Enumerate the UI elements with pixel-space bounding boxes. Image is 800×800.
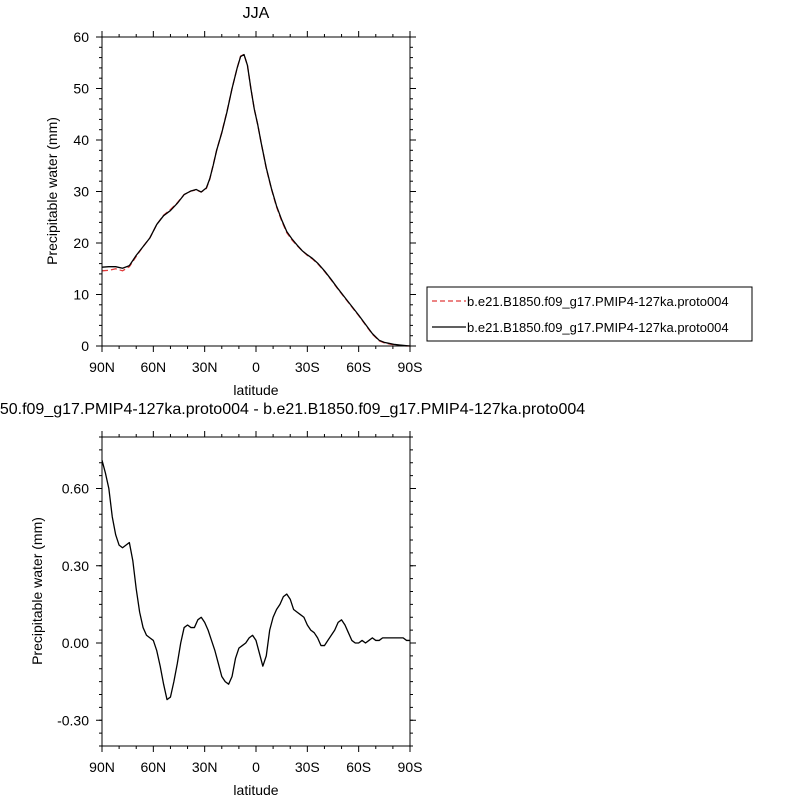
- top-series-line-1: [101, 53, 410, 347]
- top-x-tick-label: 90S: [398, 359, 423, 375]
- bottom-y-tick-label: 0.00: [62, 635, 89, 651]
- bottom-x-tick-label: 30N: [192, 759, 218, 775]
- top-y-tick-label: 30: [73, 184, 89, 200]
- top-y-tick-label: 40: [73, 132, 89, 148]
- bottom-chart-xlabel: latitude: [233, 782, 278, 798]
- bottom-x-tick-label: 30S: [295, 759, 320, 775]
- bottom-series-line-1: [101, 460, 410, 701]
- legend-box: [426, 286, 753, 342]
- top-x-tick-label: 60S: [346, 359, 371, 375]
- top-chart-series-layer: [101, 53, 411, 347]
- legend-label-1: b.e21.B1850.f09_g17.PMIP4-127ka.proto004: [467, 294, 729, 309]
- top-y-tick-label: 20: [73, 235, 89, 251]
- bottom-chart-ticks: 90N 60N 30N 0 30S 60S 90S -0.30 0.00 0.30 0.60: [57, 431, 422, 775]
- top-chart-frame: [101, 36, 411, 347]
- top-x-tick-label: 90N: [89, 359, 115, 375]
- top-chart-title: JJA: [243, 5, 270, 22]
- top-y-tick-label: 50: [73, 81, 89, 97]
- bottom-chart: b.e21.B1850.f09_g17.PMIP4-127ka.proto004…: [0, 401, 585, 798]
- top-chart-xlabel: latitude: [233, 382, 278, 398]
- bottom-chart-title: b.e21.B1850.f09_g17.PMIP4-127ka.proto004…: [0, 401, 585, 418]
- bottom-y-tick-label: 0.30: [62, 558, 89, 574]
- top-series-line-2: [101, 53, 411, 347]
- bottom-x-tick-label: 60S: [346, 759, 371, 775]
- top-x-tick-label: 0: [252, 359, 260, 375]
- top-y-tick-label: 0: [81, 338, 89, 354]
- top-chart-ylabel: Precipitable water (mm): [44, 117, 60, 265]
- bottom-y-tick-label: 0.60: [62, 481, 89, 497]
- bottom-y-tick-label: -0.30: [57, 712, 89, 728]
- bottom-chart-series-layer: [101, 460, 410, 701]
- legend-label-2: b.e21.B1850.f09_g17.PMIP4-127ka.proto004: [467, 320, 729, 335]
- top-chart-legend: b.e21.B1850.f09_g17.PMIP4-127ka.proto004…: [426, 286, 753, 342]
- top-chart: JJA 90N 60N 30N 0 30S 60S 90S 0 10 20 30 40 50 60 lat…: [44, 5, 753, 398]
- top-x-tick-label: 30N: [192, 359, 218, 375]
- bottom-x-tick-label: 0: [252, 759, 260, 775]
- top-y-tick-label: 10: [73, 287, 89, 303]
- bottom-x-tick-label: 90S: [398, 759, 423, 775]
- top-x-tick-label: 60N: [140, 359, 166, 375]
- top-chart-ticks: 90N 60N 30N 0 30S 60S 90S 0 10 20 30 40 50 60: [73, 29, 422, 375]
- top-y-tick-label: 60: [73, 29, 89, 45]
- bottom-chart-frame: [101, 436, 411, 747]
- bottom-x-tick-label: 90N: [89, 759, 115, 775]
- bottom-x-tick-label: 60N: [140, 759, 166, 775]
- top-x-tick-label: 30S: [295, 359, 320, 375]
- bottom-chart-ylabel: Precipitable water (mm): [29, 517, 45, 665]
